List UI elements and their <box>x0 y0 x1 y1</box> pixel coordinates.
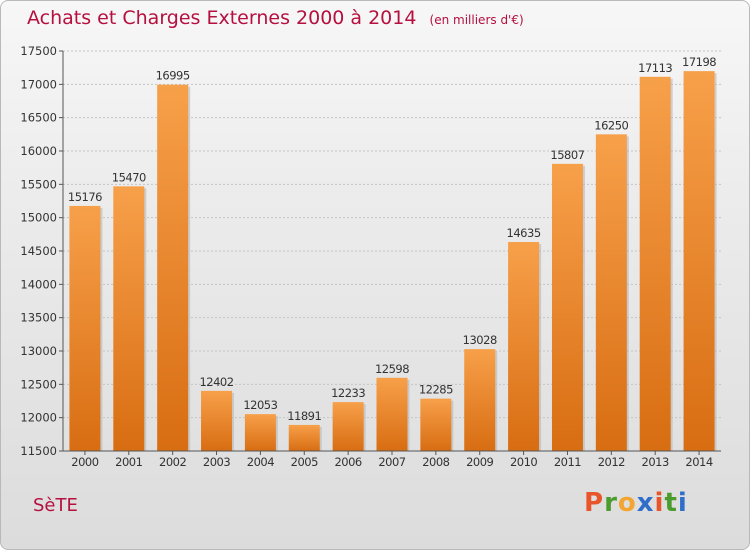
brand-logo-letter: P <box>584 488 605 518</box>
brand-logo-letter: o <box>617 488 637 518</box>
value-labels: 15176 15470 16995 12402 12053 11891 12233 12598… <box>68 55 717 423</box>
data-label: 12053 <box>243 398 277 412</box>
data-label: 11891 <box>287 409 321 423</box>
data-label: 16250 <box>594 118 628 132</box>
chart-subtitle: (en milliers d'€) <box>429 13 524 27</box>
bar <box>288 424 320 451</box>
y-tick-label: 12000 <box>20 411 57 425</box>
x-tick-label: 2002 <box>159 455 186 469</box>
y-tick-label: 17500 <box>20 44 57 58</box>
y-tick-label: 13000 <box>20 344 57 358</box>
brand-logo: Proxiti <box>584 488 688 518</box>
y-tick-label: 17000 <box>20 77 57 91</box>
bar <box>595 134 627 452</box>
bar <box>157 84 189 452</box>
bar <box>376 377 408 451</box>
data-label: 15470 <box>112 170 146 184</box>
y-tick-label: 12500 <box>20 377 57 391</box>
x-tick-label: 2000 <box>71 455 98 469</box>
brand-logo-letter: i <box>654 488 665 518</box>
brand-logo-letter: x <box>636 488 655 518</box>
x-tick-label: 2001 <box>115 455 142 469</box>
x-tick-label: 2007 <box>378 455 405 469</box>
bar <box>113 186 145 452</box>
bar <box>683 71 715 451</box>
x-tick-label: 2006 <box>334 455 361 469</box>
y-tick-label: 13500 <box>20 311 57 325</box>
y-tick-label: 14500 <box>20 244 57 258</box>
y-tick-label: 14000 <box>20 277 57 291</box>
data-label: 16995 <box>156 69 190 83</box>
y-tick-label: 15000 <box>20 211 57 225</box>
axes: 11500 12000 12500 13000 13500 14000 14500 15000… <box>20 44 721 469</box>
x-tick-label: 2014 <box>685 455 712 469</box>
x-tick-label: 2012 <box>598 455 625 469</box>
data-label: 14635 <box>507 226 541 240</box>
bar <box>551 163 583 451</box>
x-tick-label: 2004 <box>247 455 274 469</box>
data-label: 12402 <box>199 375 233 389</box>
chart-title: Achats et Charges Externes 2000 à 2014 <box>27 7 417 29</box>
data-label: 12285 <box>419 383 453 397</box>
bar <box>201 390 233 451</box>
y-tick-label: 11500 <box>20 444 57 458</box>
bar <box>464 349 496 451</box>
y-tick-label: 16500 <box>20 111 57 125</box>
brand-logo-letter: i <box>677 488 688 518</box>
x-tick-label: 2013 <box>642 455 669 469</box>
y-tick-label: 16000 <box>20 144 57 158</box>
x-tick-label: 2009 <box>466 455 493 469</box>
x-tick-label: 2010 <box>510 455 537 469</box>
x-tick-label: 2008 <box>422 455 449 469</box>
data-label: 17113 <box>638 61 672 75</box>
y-tick-label: 15500 <box>20 177 57 191</box>
brand-logo-letter: t <box>664 488 678 518</box>
data-label: 15807 <box>550 148 584 162</box>
bar <box>332 402 364 451</box>
title-row: Achats et Charges Externes 2000 à 2014 (… <box>27 7 524 29</box>
data-label: 13028 <box>463 333 497 347</box>
bar <box>69 205 101 451</box>
x-tick-label: 2005 <box>291 455 318 469</box>
data-label: 15176 <box>68 190 102 204</box>
bar <box>420 398 452 451</box>
data-label: 17198 <box>682 55 716 69</box>
bars <box>69 71 717 452</box>
bar <box>244 414 276 451</box>
data-label: 12598 <box>375 362 409 376</box>
bar <box>639 76 671 452</box>
data-label: 12233 <box>331 386 365 400</box>
city-label: SèTE <box>33 495 78 516</box>
bar <box>508 242 540 451</box>
x-tick-label: 2011 <box>554 455 581 469</box>
x-tick-label: 2003 <box>203 455 230 469</box>
brand-logo-letter: r <box>604 488 618 518</box>
